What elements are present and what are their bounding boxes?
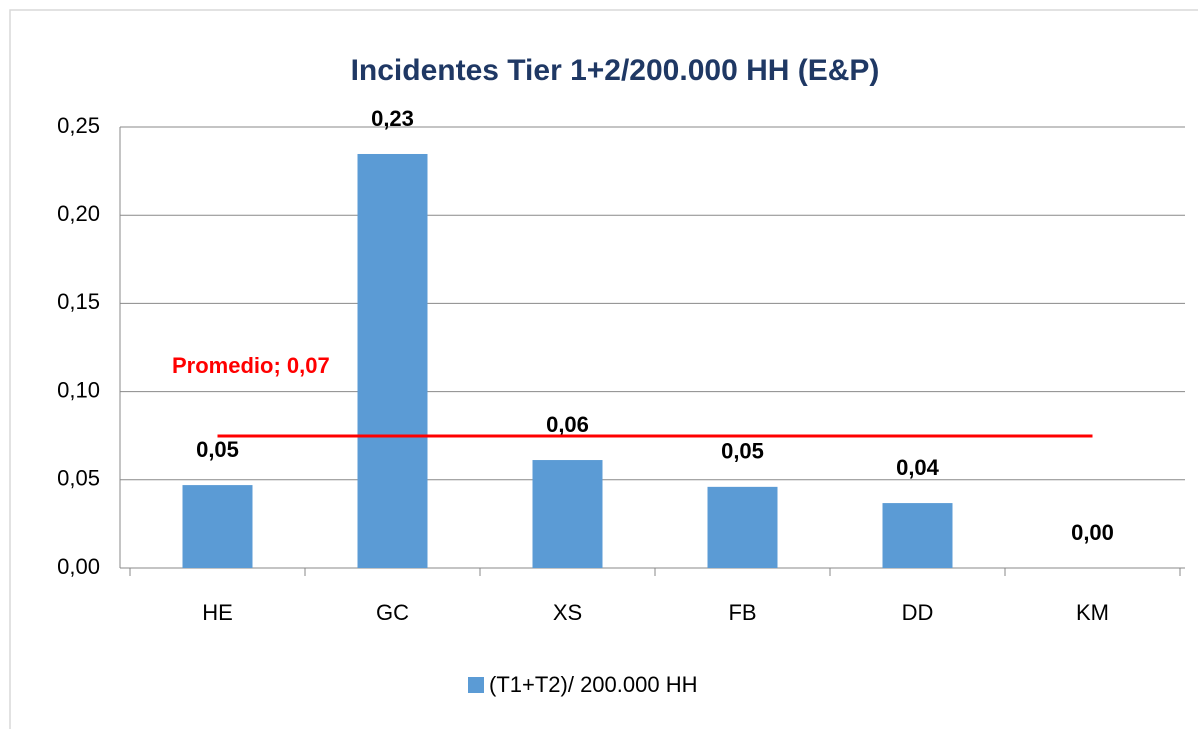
y-tick-label: 0,05	[57, 466, 100, 491]
value-label: 0,05	[721, 439, 764, 464]
x-tick-label: HE	[202, 600, 233, 625]
y-tick-label: 0,00	[57, 554, 100, 579]
value-label: 0,00	[1071, 520, 1114, 545]
x-tick-label: DD	[902, 600, 934, 625]
x-tick-label: XS	[553, 600, 582, 625]
x-tick-label: GC	[376, 600, 409, 625]
bar	[182, 485, 253, 568]
y-tick-label: 0,20	[57, 201, 100, 226]
value-label: 0,23	[371, 106, 414, 131]
y-tick-label: 0,25	[57, 113, 100, 138]
y-tick-label: 0,10	[57, 377, 100, 402]
x-tick-label: FB	[728, 600, 756, 625]
legend-label: (T1+T2)/ 200.000 HH	[489, 672, 697, 697]
value-label: 0,06	[546, 412, 589, 437]
legend-swatch	[468, 677, 484, 693]
value-label: 0,04	[896, 455, 940, 480]
bar	[882, 503, 953, 568]
chart-border	[9, 9, 1198, 729]
value-label: 0,05	[196, 437, 239, 462]
average-label: Promedio; 0,07	[172, 353, 330, 378]
y-tick-label: 0,15	[57, 289, 100, 314]
chart-title: Incidentes Tier 1+2/200.000 HH (E&P)	[351, 54, 880, 87]
bar	[707, 486, 778, 568]
x-tick-label: KM	[1076, 600, 1109, 625]
bar	[357, 153, 428, 568]
bar	[532, 460, 603, 568]
